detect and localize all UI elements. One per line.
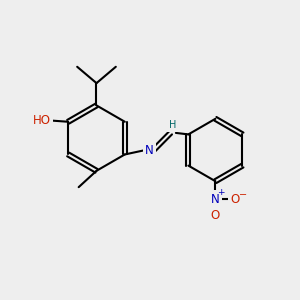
- Text: −: −: [239, 190, 247, 200]
- Text: O: O: [211, 209, 220, 222]
- Text: +: +: [217, 188, 224, 197]
- Text: N: N: [211, 193, 220, 206]
- Text: N: N: [145, 143, 154, 157]
- Text: O: O: [230, 193, 239, 206]
- Text: H: H: [169, 120, 177, 130]
- Text: HO: HO: [32, 114, 50, 127]
